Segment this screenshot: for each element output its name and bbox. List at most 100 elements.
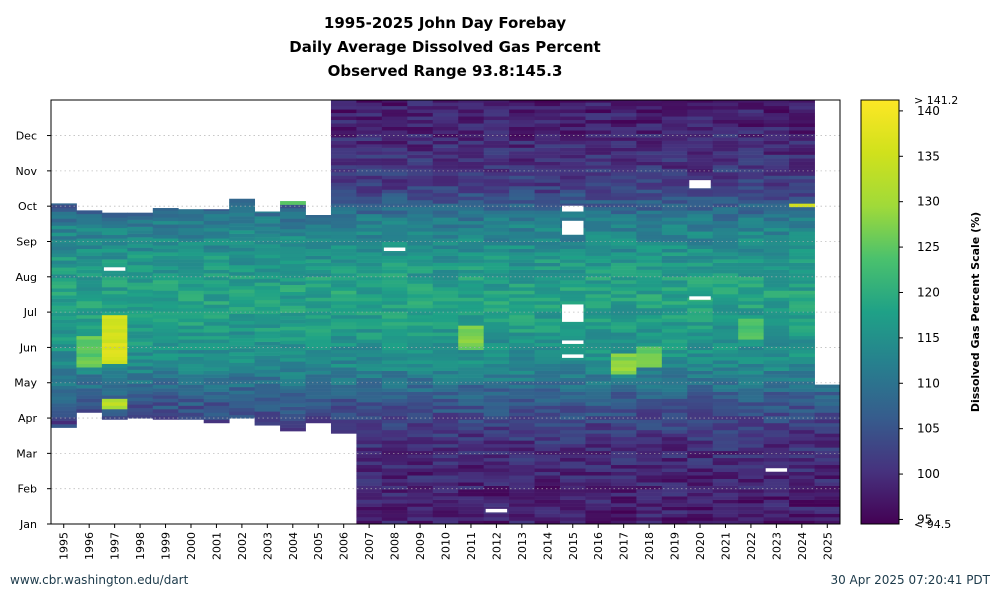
heatmap-cell — [432, 353, 459, 358]
heatmap-cell — [509, 283, 535, 288]
heatmap-cell — [407, 489, 434, 493]
heatmap-cell — [585, 182, 612, 187]
heatmap-cell — [738, 503, 765, 507]
heatmap-cell — [280, 253, 306, 258]
heatmap-cell — [152, 311, 179, 316]
heatmap-cell — [814, 454, 840, 459]
heatmap-cell — [610, 147, 637, 152]
heatmap-cell — [356, 196, 383, 201]
heatmap-cell — [76, 280, 103, 284]
heatmap-cell — [51, 333, 77, 338]
heatmap-cell — [483, 492, 510, 497]
heatmap-cell — [356, 311, 383, 316]
heatmap-cell — [458, 464, 485, 469]
heatmap-cell — [560, 363, 586, 368]
colorbar-tick-label: 125 — [917, 240, 940, 254]
heatmap-cell — [636, 433, 663, 438]
heatmap-cell — [509, 370, 535, 375]
heatmap-cell — [534, 154, 561, 159]
heatmap-cell — [483, 192, 510, 197]
heatmap-cell — [814, 419, 840, 424]
heatmap-cell — [458, 398, 485, 403]
heatmap-cell — [101, 304, 128, 309]
heatmap-cell — [458, 492, 485, 497]
heatmap-cell — [381, 168, 408, 173]
heatmap-cell — [229, 313, 256, 318]
heatmap-cell — [560, 415, 586, 420]
heatmap-cell — [712, 349, 739, 354]
heatmap-cell — [254, 317, 281, 322]
heatmap-cell — [763, 158, 790, 162]
heatmap-cell — [178, 353, 205, 358]
heatmap-cell — [661, 384, 688, 389]
heatmap-cell — [101, 409, 128, 413]
heatmap-cell — [534, 262, 561, 267]
heatmap-cell — [356, 384, 383, 389]
heatmap-cell — [458, 468, 485, 473]
x-tick-label: 1997 — [109, 532, 122, 560]
heatmap-cell — [330, 374, 357, 378]
heatmap-cell — [509, 457, 535, 462]
heatmap-cell — [560, 321, 586, 326]
heatmap-cell — [483, 102, 510, 107]
heatmap-cell — [483, 353, 510, 358]
heatmap-cell — [814, 384, 840, 389]
heatmap-cell — [407, 276, 434, 281]
heatmap-cell — [330, 429, 357, 434]
heatmap-cell — [610, 506, 637, 511]
heatmap-cell — [432, 454, 459, 459]
heatmap-cell — [407, 419, 434, 424]
heatmap-cell — [763, 447, 790, 452]
heatmap-cell — [330, 119, 357, 124]
heatmap-cell — [178, 234, 205, 239]
heatmap-cell — [127, 414, 154, 419]
heatmap-cell — [687, 335, 714, 340]
heatmap-cell — [203, 395, 230, 399]
heatmap-cell — [610, 409, 637, 413]
heatmap-cell — [661, 339, 688, 344]
heatmap-cell — [560, 168, 586, 173]
heatmap-cell — [356, 489, 383, 493]
heatmap-cell — [483, 377, 510, 382]
heatmap-cell — [712, 464, 739, 469]
heatmap-cell — [509, 377, 535, 382]
heatmap-cell — [152, 328, 179, 333]
heatmap-cell — [356, 454, 383, 459]
heatmap-cell — [585, 419, 612, 424]
heatmap-cell — [203, 356, 230, 361]
heatmap-cell — [432, 384, 459, 389]
heatmap-cell — [483, 395, 510, 399]
heatmap-cell — [712, 395, 739, 399]
heatmap-cell — [101, 252, 128, 256]
heatmap-cell — [738, 234, 765, 239]
heatmap-cell — [585, 123, 612, 128]
heatmap-cell — [509, 304, 535, 309]
heatmap-cell — [789, 178, 815, 183]
heatmap-cell — [152, 360, 179, 364]
heatmap-cell — [101, 248, 128, 253]
heatmap-cell — [789, 234, 815, 239]
heatmap-cell — [381, 381, 408, 385]
heatmap-cell — [610, 154, 637, 159]
heatmap-cell — [483, 496, 510, 500]
heatmap-cell — [381, 335, 408, 340]
heatmap-cell — [534, 213, 561, 218]
heatmap-cell — [610, 112, 637, 117]
heatmap-cell — [636, 151, 663, 155]
heatmap-cell — [483, 100, 510, 103]
heatmap-cell — [712, 489, 739, 493]
heatmap-cell — [305, 388, 332, 392]
heatmap-cell — [789, 447, 815, 452]
heatmap-cell — [763, 335, 790, 340]
heatmap-cell — [51, 309, 77, 313]
heatmap-cell — [763, 262, 790, 267]
heatmap-cell — [789, 259, 815, 263]
heatmap-cell — [712, 468, 739, 473]
heatmap-cell — [407, 199, 434, 204]
heatmap-cell — [509, 450, 535, 455]
heatmap-cell — [407, 116, 434, 121]
heatmap-cell — [432, 192, 459, 197]
heatmap-cell — [305, 227, 332, 232]
heatmap-cell — [687, 158, 714, 162]
heatmap-cell — [76, 335, 103, 340]
